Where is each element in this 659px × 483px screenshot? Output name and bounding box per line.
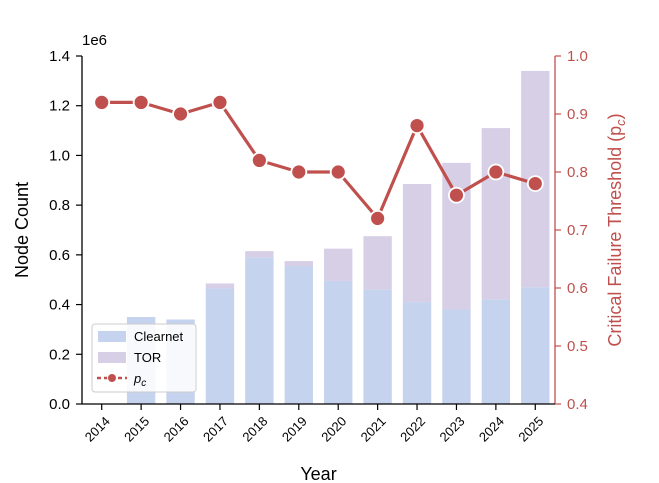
- right-tick-label: 0.8: [567, 164, 588, 181]
- legend-label-tor: TOR: [134, 350, 161, 365]
- right-tick-label: 0.4: [567, 396, 588, 413]
- right-tick-label: 0.9: [567, 106, 588, 123]
- bar-clearnet-2021: [363, 289, 392, 404]
- left-tick-label: 0.6: [49, 247, 70, 264]
- x-tick-label-2017: 2017: [200, 414, 231, 445]
- bar-tor-2023: [442, 162, 471, 310]
- x-tick-label-2018: 2018: [239, 414, 270, 445]
- left-tick-label: 1.2: [49, 98, 70, 115]
- bar-tor-2022: [402, 184, 432, 303]
- pc-point-2025: [526, 175, 544, 193]
- y-axis-title-right-main: Critical Failure Threshold (p: [605, 126, 625, 347]
- legend-label-pc: pc: [133, 371, 146, 389]
- bar-clearnet-2019: [284, 266, 313, 404]
- bar-tor-2018: [245, 251, 274, 258]
- legend-label-clearnet: Clearnet: [134, 329, 184, 344]
- left-tick-label: 0.2: [49, 346, 70, 363]
- y-axis-title-right-sub: c: [613, 119, 628, 126]
- pc-point-2016: [172, 105, 189, 123]
- bar-tor-2019: [284, 261, 313, 267]
- left-tick-label: 1.0: [49, 147, 70, 164]
- legend: Clearnet TOR pc: [91, 323, 197, 393]
- pc-point-2018: [250, 151, 268, 169]
- y-axis-title: Node Count: [12, 182, 32, 278]
- pc-point-2017: [211, 94, 229, 111]
- pc-point-2021: [369, 209, 387, 227]
- x-axis-title: Year: [300, 464, 336, 483]
- pc-point-2014: [93, 94, 111, 111]
- y-scale-label: 1e6: [82, 32, 107, 49]
- left-tick-label: 0.0: [49, 396, 70, 413]
- bar-tor-2024: [481, 128, 511, 300]
- legend-label-pc-sub: c: [141, 378, 146, 389]
- bar-clearnet-2018: [245, 257, 274, 404]
- bar-tor-2020: [324, 248, 353, 281]
- x-tick-label-2019: 2019: [279, 414, 310, 445]
- right-tick-label: 0.7: [567, 222, 588, 239]
- bar-clearnet-2023: [442, 309, 471, 404]
- x-tick-label-2022: 2022: [397, 414, 428, 445]
- left-tick-label: 1.4: [49, 48, 70, 65]
- bar-clearnet-2024: [481, 299, 511, 404]
- x-tick-label-2014: 2014: [82, 414, 113, 445]
- pc-point-2020: [329, 163, 347, 181]
- x-tick-label-2020: 2020: [318, 414, 349, 445]
- y-axis-title-right-close: ): [605, 113, 625, 119]
- right-tick-label: 1.0: [567, 48, 588, 65]
- bar-clearnet-2025: [521, 287, 550, 404]
- legend-swatch-tor: [98, 352, 126, 363]
- pc-point-2024: [487, 163, 505, 181]
- pc-point-2019: [290, 163, 308, 181]
- bar-tor-2017: [205, 283, 235, 289]
- x-tick-label-2021: 2021: [358, 414, 389, 445]
- left-tick-label: 0.8: [49, 197, 70, 214]
- x-tick-label-2015: 2015: [121, 414, 152, 445]
- legend-label-pc-main: p: [133, 371, 141, 386]
- bar-clearnet-2022: [402, 302, 432, 404]
- x-tick-label-2016: 2016: [161, 414, 192, 445]
- x-tick-label-2024: 2024: [476, 414, 507, 445]
- bar-tor-2021: [363, 236, 392, 290]
- x-tick-label-2023: 2023: [437, 414, 468, 445]
- pc-line-group: [93, 94, 544, 227]
- x-tick-label-2025: 2025: [515, 414, 546, 445]
- pc-point-2023: [448, 186, 465, 204]
- left-tick-label: 0.4: [49, 297, 70, 314]
- y-axis-title-right: Critical Failure Threshold (pc): [605, 113, 628, 346]
- pc-point-2015: [132, 94, 150, 111]
- bar-clearnet-2020: [324, 280, 353, 404]
- bar-clearnet-2017: [205, 288, 235, 404]
- right-tick-label: 0.6: [567, 280, 588, 297]
- right-tick-label: 0.5: [567, 338, 588, 355]
- legend-swatch-clearnet: [98, 331, 126, 342]
- legend-swatch-pc-marker: [107, 373, 117, 383]
- pc-point-2022: [408, 117, 426, 134]
